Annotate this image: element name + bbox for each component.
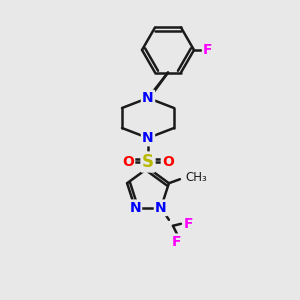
Text: S: S xyxy=(142,153,154,171)
Text: N: N xyxy=(142,131,154,145)
Text: O: O xyxy=(122,155,134,169)
Text: N: N xyxy=(155,201,167,215)
Text: O: O xyxy=(162,155,174,169)
Text: F: F xyxy=(172,235,182,249)
Text: N: N xyxy=(142,91,154,105)
Text: F: F xyxy=(184,217,194,231)
Text: F: F xyxy=(203,43,213,57)
Text: N: N xyxy=(129,201,141,215)
Text: CH₃: CH₃ xyxy=(185,171,207,184)
